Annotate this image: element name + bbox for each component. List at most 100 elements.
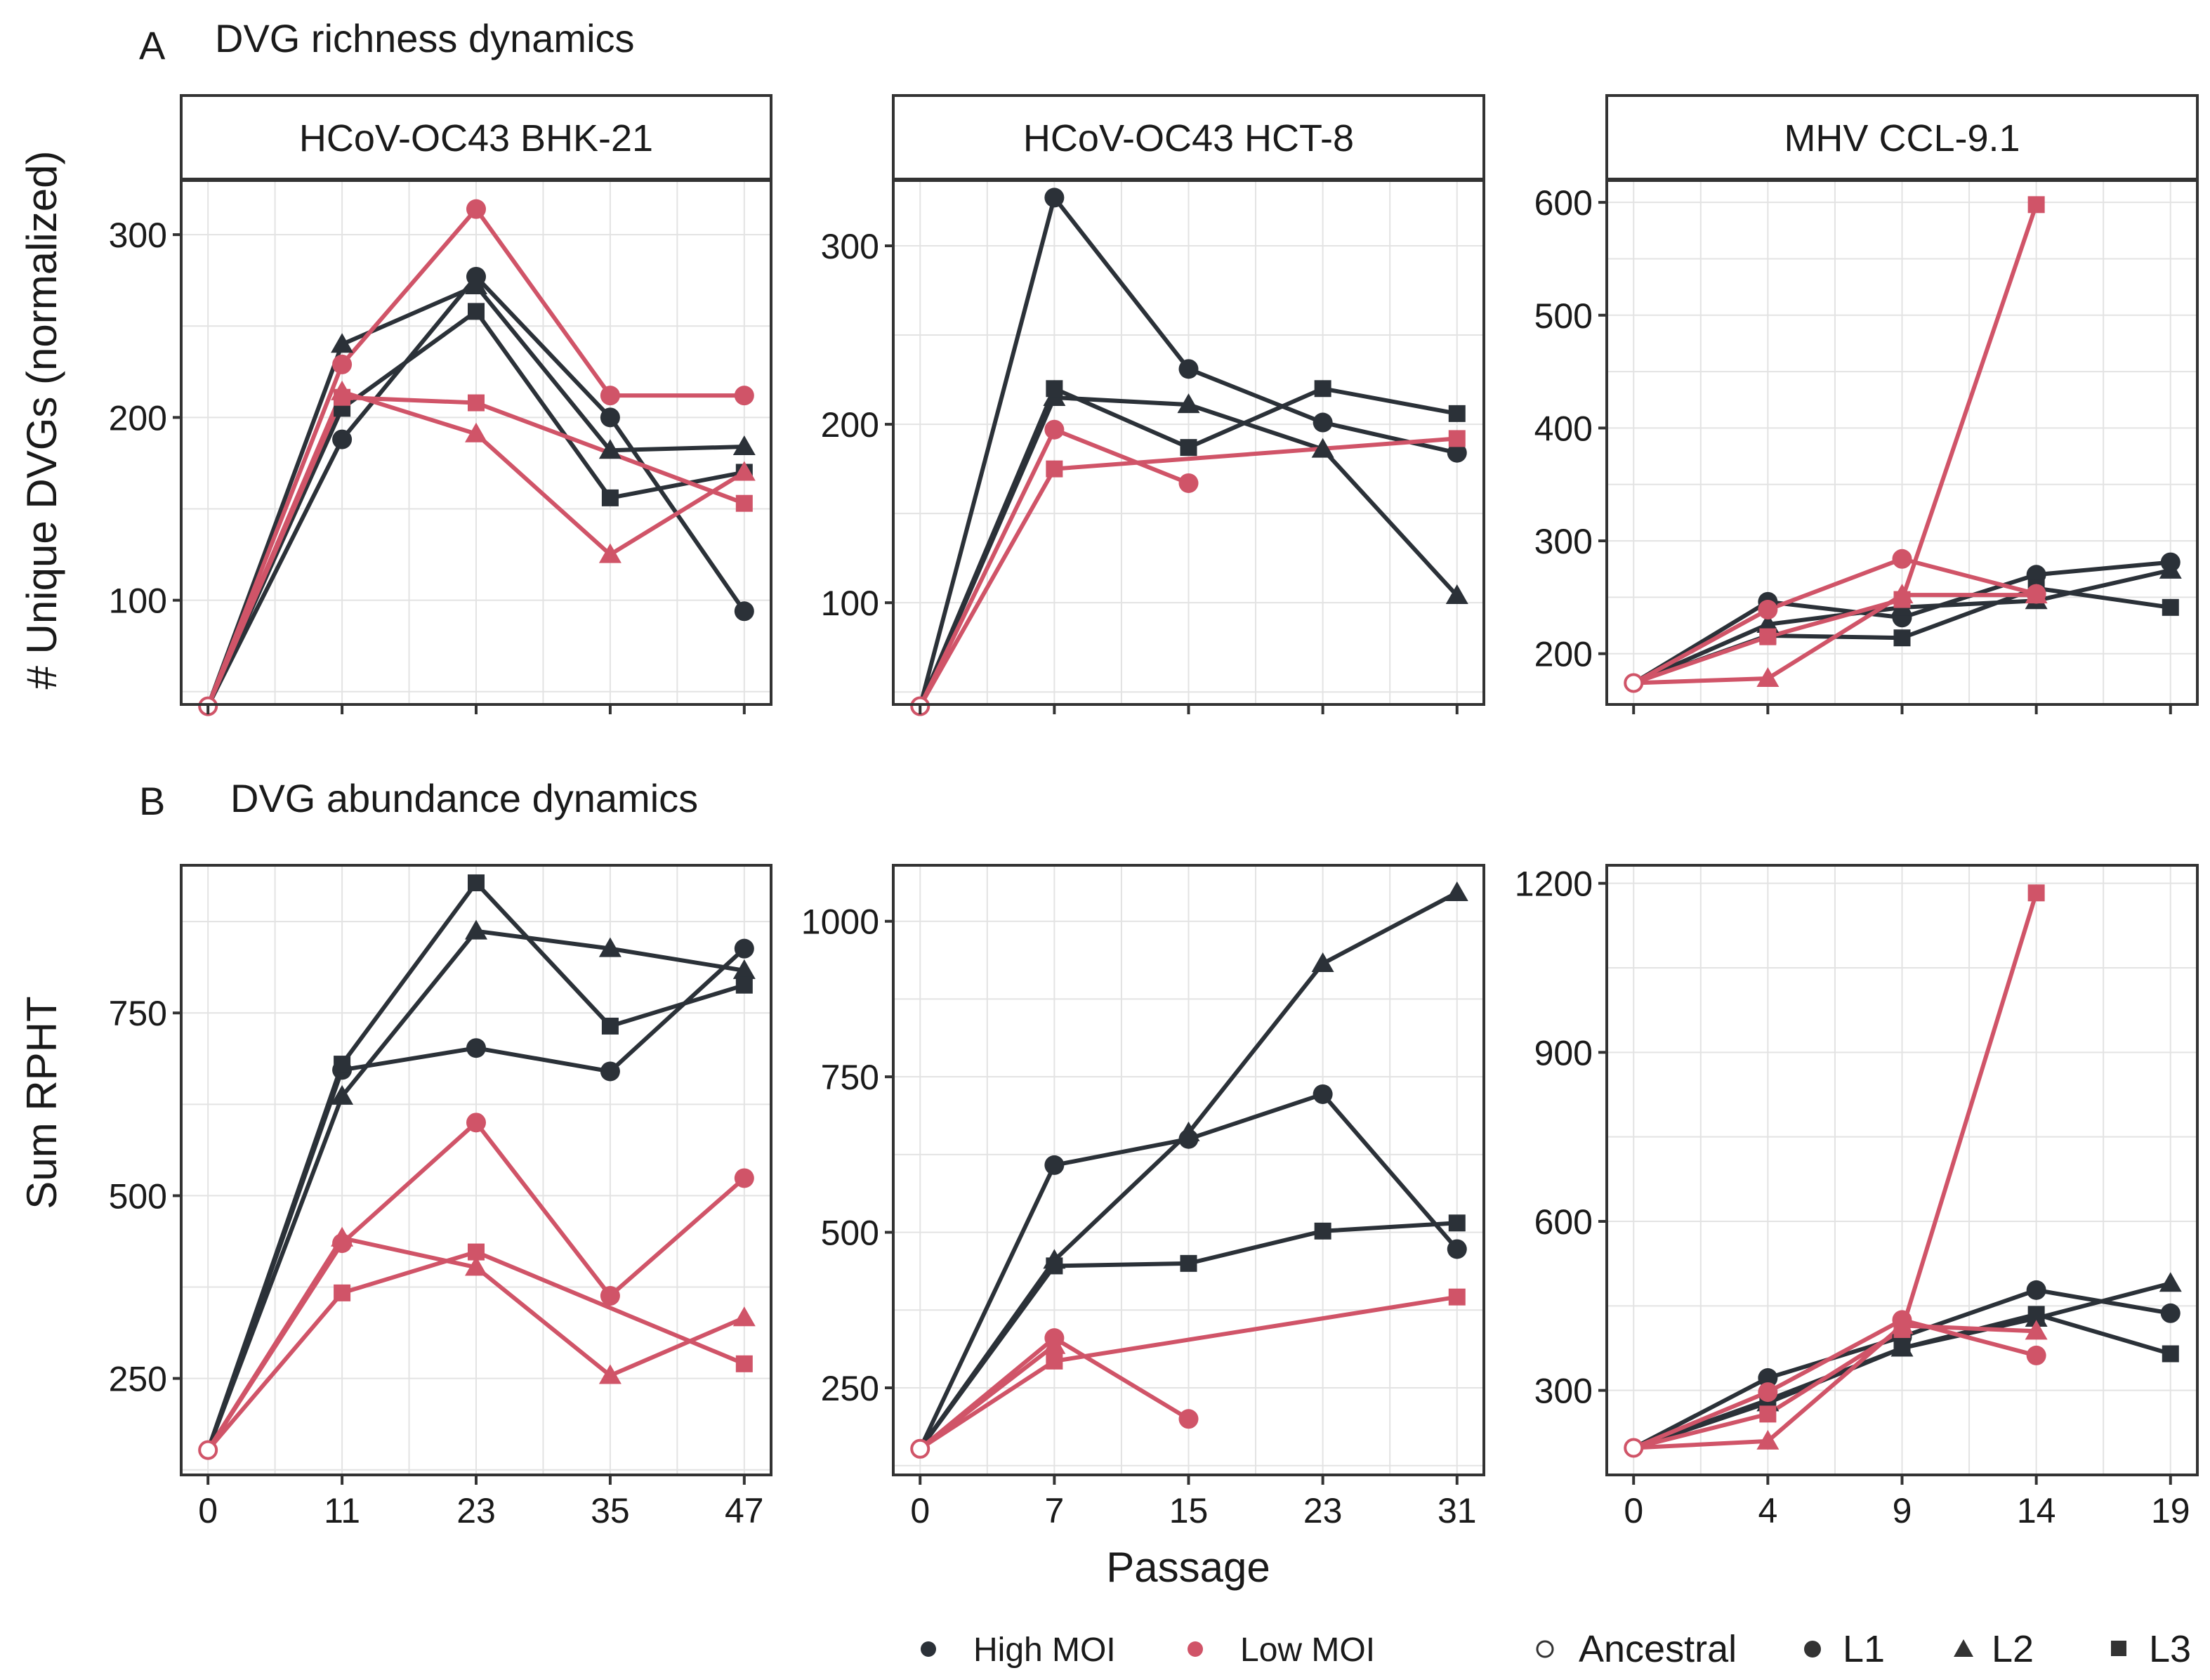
point-low-l1 bbox=[600, 386, 620, 406]
point-low-l2 bbox=[732, 1306, 756, 1327]
point-ancestral bbox=[198, 1440, 218, 1460]
point-high-l1 bbox=[600, 407, 620, 428]
point-high-l1 bbox=[2160, 1303, 2181, 1323]
point-ancestral bbox=[1624, 1438, 1644, 1458]
point-low-l3 bbox=[1046, 1352, 1063, 1370]
y-tick-label: 500 bbox=[109, 1176, 167, 1216]
point-high-l1 bbox=[1044, 188, 1065, 208]
y-axis-title-b: Sum RPHT bbox=[18, 996, 65, 1209]
point-low-l3 bbox=[334, 388, 351, 406]
y-tick-label: 250 bbox=[821, 1369, 879, 1408]
point-high-l1 bbox=[1447, 1239, 1467, 1259]
point-low-l1 bbox=[1758, 1382, 1778, 1403]
point-ancestral bbox=[1624, 673, 1644, 693]
x-tick-label: 47 bbox=[725, 1491, 764, 1530]
point-high-l2 bbox=[331, 1084, 354, 1105]
y-tick-label: 300 bbox=[1534, 522, 1593, 561]
x-tick-label: 11 bbox=[324, 1491, 360, 1530]
series-line-low-l2 bbox=[1633, 1323, 2037, 1450]
point-low-l1 bbox=[600, 1286, 620, 1306]
point-low-l2 bbox=[2025, 584, 2048, 604]
point-low-l1 bbox=[466, 199, 486, 219]
y-axis-title-a: # Unique DVGs (normalized) bbox=[18, 151, 65, 690]
point-low-l3 bbox=[1046, 460, 1063, 478]
point-low-l1 bbox=[1892, 549, 1912, 569]
series-line-low-l2 bbox=[1633, 593, 2037, 685]
y-tick-label: 1000 bbox=[801, 903, 879, 942]
y-tick-label: 500 bbox=[821, 1214, 879, 1253]
y-tick-label: 300 bbox=[821, 227, 879, 266]
point-low-l1 bbox=[466, 1113, 486, 1133]
point-high-l3 bbox=[2027, 1306, 2045, 1323]
point-high-l3 bbox=[1046, 380, 1063, 398]
x-tick-label: 23 bbox=[456, 1491, 496, 1530]
point-low-l2 bbox=[2025, 1320, 2048, 1340]
point-high-l3 bbox=[1046, 1257, 1063, 1275]
x-tick-label: 0 bbox=[1624, 1491, 1643, 1530]
y-tick-label: 300 bbox=[1534, 1372, 1593, 1411]
facet-strip bbox=[892, 94, 1485, 181]
point-high-l3 bbox=[468, 303, 485, 320]
point-low-l3 bbox=[2027, 196, 2045, 214]
y-tick-label: 200 bbox=[109, 398, 167, 438]
point-low-l3 bbox=[735, 494, 753, 512]
point-high-l1 bbox=[600, 1061, 620, 1082]
point-low-l3 bbox=[1759, 628, 1777, 645]
point-high-l2 bbox=[2159, 1272, 2182, 1292]
point-high-l1 bbox=[734, 601, 754, 622]
y-tick-label: 100 bbox=[109, 582, 167, 621]
point-high-l2 bbox=[732, 959, 756, 979]
x-tick-label: 4 bbox=[1758, 1491, 1777, 1530]
point-high-l3 bbox=[1893, 1339, 1911, 1357]
point-high-l2 bbox=[1311, 438, 1334, 458]
point-high-l3 bbox=[2162, 598, 2179, 616]
y-tick-label: 200 bbox=[1534, 635, 1593, 674]
y-tick-label: 200 bbox=[821, 405, 879, 445]
y-tick-label: 750 bbox=[821, 1058, 879, 1097]
point-ancestral bbox=[910, 1438, 930, 1459]
y-tick-label: 250 bbox=[109, 1360, 167, 1399]
panel-tag-b: B bbox=[139, 779, 165, 823]
point-high-l2 bbox=[1177, 393, 1200, 414]
point-high-l1 bbox=[2026, 1280, 2046, 1300]
y-tick-label: 600 bbox=[1534, 183, 1593, 223]
x-tick-label: 0 bbox=[910, 1491, 930, 1530]
point-high-l2 bbox=[465, 919, 487, 940]
x-tick-label: 9 bbox=[1893, 1491, 1912, 1530]
point-high-l2 bbox=[1311, 952, 1334, 972]
point-low-l1 bbox=[332, 354, 353, 374]
point-high-l3 bbox=[601, 489, 619, 506]
panel-title-a: DVG richness dynamics bbox=[215, 16, 635, 60]
point-high-l2 bbox=[1177, 1121, 1200, 1141]
point-high-l3 bbox=[1180, 1254, 1197, 1272]
point-high-l2 bbox=[732, 435, 756, 456]
series-line-low-l1 bbox=[1633, 1318, 2037, 1450]
point-low-l2 bbox=[732, 461, 756, 481]
point-high-l3 bbox=[1448, 1214, 1466, 1232]
point-high-l1 bbox=[1313, 412, 1333, 433]
point-high-l2 bbox=[465, 274, 487, 294]
legend-l1-icon bbox=[1804, 1641, 1821, 1658]
legend-l3-label: L3 bbox=[2149, 1628, 2191, 1670]
facet-strip-label: HCoV-OC43 HCT-8 bbox=[1023, 117, 1354, 159]
x-tick-label: 19 bbox=[2151, 1491, 2190, 1530]
point-low-l2 bbox=[1756, 667, 1780, 688]
series-line-low-l3 bbox=[206, 1249, 745, 1452]
y-tick-label: 300 bbox=[109, 216, 167, 255]
legend-ancestral-icon bbox=[1536, 1640, 1554, 1658]
point-low-l3 bbox=[1448, 430, 1466, 447]
point-high-l1 bbox=[1447, 442, 1467, 463]
panel-5: 250 500 750 1000 0 7 15 23 31 bbox=[801, 864, 1485, 1530]
panel-3: MHV CCL-9.1 200 300 400 500 600 bbox=[1534, 94, 2199, 714]
x-tick-label: 23 bbox=[1303, 1491, 1343, 1530]
point-high-l1 bbox=[1313, 1084, 1333, 1104]
series-line-low-l3 bbox=[1633, 204, 2039, 685]
point-high-l1 bbox=[466, 1038, 486, 1058]
point-low-l2 bbox=[331, 1226, 354, 1247]
point-high-l1 bbox=[1044, 1155, 1065, 1175]
legend-l3-icon bbox=[2111, 1641, 2126, 1656]
point-high-l1 bbox=[2026, 565, 2046, 585]
point-low-l2 bbox=[465, 1256, 487, 1276]
y-tick-label: 1200 bbox=[1515, 865, 1593, 904]
